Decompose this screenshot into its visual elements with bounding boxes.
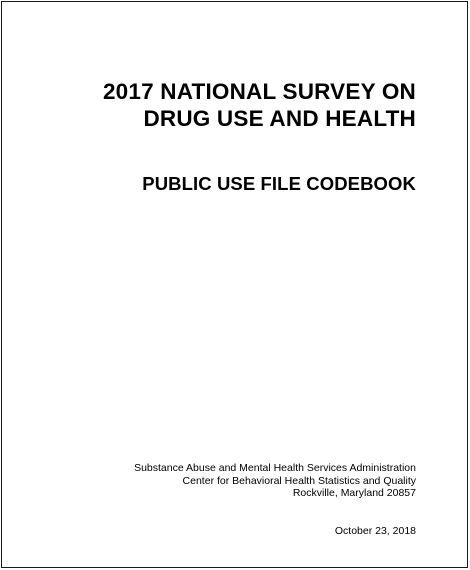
agency-name: Substance Abuse and Mental Health Servic…: [134, 462, 416, 474]
document-subtitle: PUBLIC USE FILE CODEBOOK: [142, 173, 416, 194]
document-title: 2017 NATIONAL SURVEY ON DRUG USE AND HEA…: [103, 78, 416, 132]
agency-address: Rockville, Maryland 20857: [292, 487, 416, 500]
document-date: October 23, 2018: [334, 525, 416, 537]
agency-block: Substance Abuse and Mental Health Servic…: [134, 462, 416, 500]
agency-center: Center for Behavioral Health Statistics …: [182, 474, 416, 487]
document-title-line-2: DRUG USE AND HEALTH: [143, 106, 416, 131]
document-title-line-1: 2017 NATIONAL SURVEY ON: [102, 79, 416, 104]
